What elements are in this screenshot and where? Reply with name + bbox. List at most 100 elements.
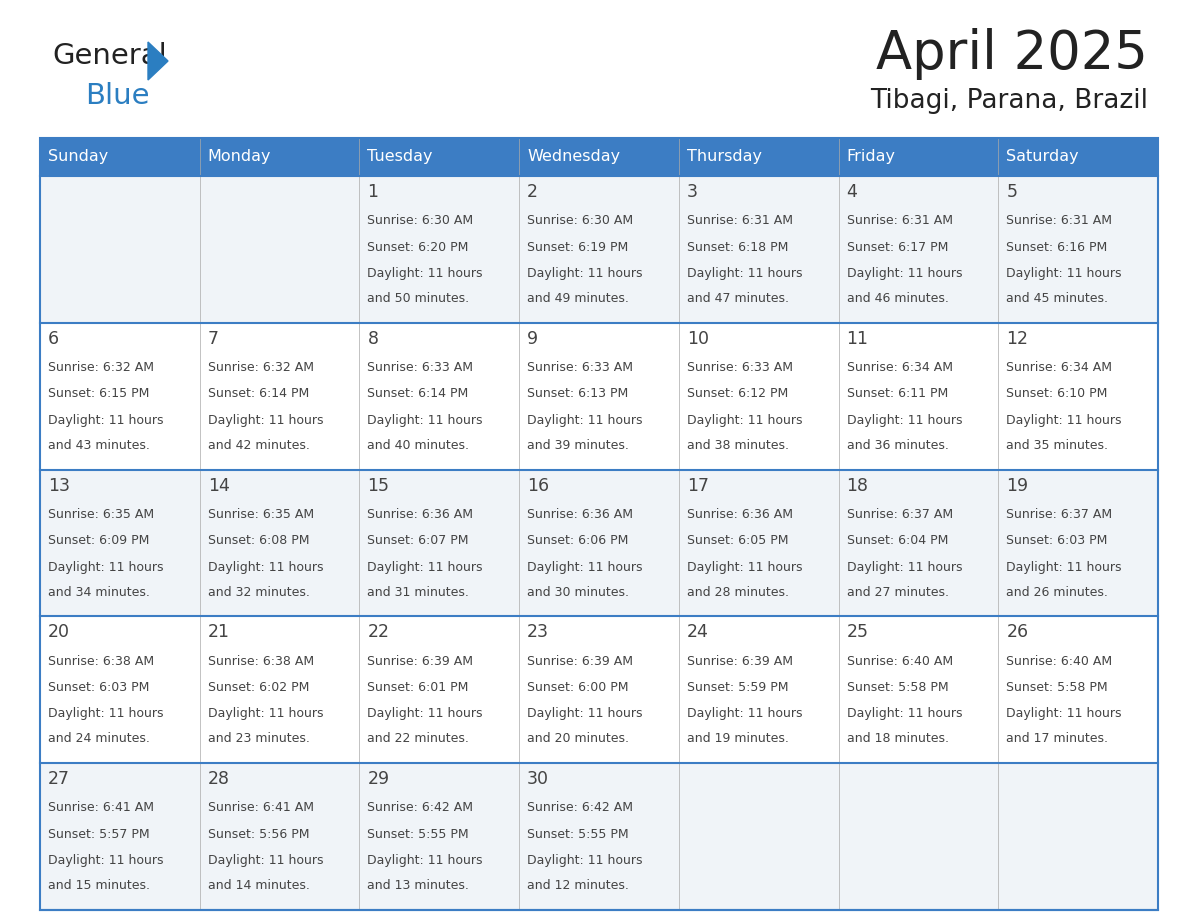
Text: and 14 minutes.: and 14 minutes. [208, 879, 310, 892]
Text: 28: 28 [208, 770, 229, 789]
Text: Sunrise: 6:42 AM: Sunrise: 6:42 AM [367, 801, 474, 814]
Text: Monday: Monday [208, 150, 271, 164]
Text: 18: 18 [847, 476, 868, 495]
Text: Sunset: 6:02 PM: Sunset: 6:02 PM [208, 681, 309, 694]
Text: Sunset: 5:58 PM: Sunset: 5:58 PM [1006, 681, 1108, 694]
Text: and 45 minutes.: and 45 minutes. [1006, 292, 1108, 305]
Text: and 35 minutes.: and 35 minutes. [1006, 439, 1108, 452]
Text: and 22 minutes.: and 22 minutes. [367, 733, 469, 745]
Text: 8: 8 [367, 330, 379, 348]
Text: Daylight: 11 hours: Daylight: 11 hours [687, 561, 802, 574]
Text: Daylight: 11 hours: Daylight: 11 hours [527, 855, 643, 868]
Text: Blue: Blue [86, 82, 150, 110]
Text: Sunset: 6:14 PM: Sunset: 6:14 PM [208, 387, 309, 400]
Text: 26: 26 [1006, 623, 1029, 642]
Text: and 31 minutes.: and 31 minutes. [367, 586, 469, 599]
Text: Sunrise: 6:37 AM: Sunrise: 6:37 AM [847, 508, 953, 521]
Text: and 28 minutes.: and 28 minutes. [687, 586, 789, 599]
Text: 25: 25 [847, 623, 868, 642]
Text: and 49 minutes.: and 49 minutes. [527, 292, 628, 305]
Text: 9: 9 [527, 330, 538, 348]
Text: and 18 minutes.: and 18 minutes. [847, 733, 948, 745]
Text: Daylight: 11 hours: Daylight: 11 hours [687, 708, 802, 721]
Text: Daylight: 11 hours: Daylight: 11 hours [208, 855, 323, 868]
Text: Friday: Friday [847, 150, 896, 164]
Text: Sunrise: 6:38 AM: Sunrise: 6:38 AM [208, 655, 314, 667]
Text: Sunset: 6:10 PM: Sunset: 6:10 PM [1006, 387, 1107, 400]
Text: Sunrise: 6:40 AM: Sunrise: 6:40 AM [1006, 655, 1112, 667]
Text: General: General [52, 42, 166, 70]
Text: 16: 16 [527, 476, 549, 495]
Text: Daylight: 11 hours: Daylight: 11 hours [208, 414, 323, 427]
Text: Sunrise: 6:34 AM: Sunrise: 6:34 AM [847, 361, 953, 374]
Text: Sunset: 6:17 PM: Sunset: 6:17 PM [847, 241, 948, 253]
Text: Sunrise: 6:39 AM: Sunrise: 6:39 AM [367, 655, 474, 667]
Text: Sunset: 5:59 PM: Sunset: 5:59 PM [687, 681, 789, 694]
Text: and 32 minutes.: and 32 minutes. [208, 586, 310, 599]
Text: Daylight: 11 hours: Daylight: 11 hours [527, 414, 643, 427]
Text: 10: 10 [687, 330, 709, 348]
Text: Sunset: 6:12 PM: Sunset: 6:12 PM [687, 387, 788, 400]
Text: Sunrise: 6:33 AM: Sunrise: 6:33 AM [687, 361, 792, 374]
Text: 7: 7 [208, 330, 219, 348]
Text: Sunset: 6:04 PM: Sunset: 6:04 PM [847, 534, 948, 547]
Text: Sunrise: 6:34 AM: Sunrise: 6:34 AM [1006, 361, 1112, 374]
Text: Sunrise: 6:33 AM: Sunrise: 6:33 AM [527, 361, 633, 374]
Text: Daylight: 11 hours: Daylight: 11 hours [527, 708, 643, 721]
Text: Daylight: 11 hours: Daylight: 11 hours [687, 267, 802, 280]
Text: and 17 minutes.: and 17 minutes. [1006, 733, 1108, 745]
Text: Daylight: 11 hours: Daylight: 11 hours [1006, 561, 1121, 574]
Text: Daylight: 11 hours: Daylight: 11 hours [527, 561, 643, 574]
Text: 21: 21 [208, 623, 229, 642]
Text: and 19 minutes.: and 19 minutes. [687, 733, 789, 745]
Text: Sunset: 5:58 PM: Sunset: 5:58 PM [847, 681, 948, 694]
Text: Sunset: 6:15 PM: Sunset: 6:15 PM [48, 387, 150, 400]
Text: and 36 minutes.: and 36 minutes. [847, 439, 948, 452]
Text: Tuesday: Tuesday [367, 150, 432, 164]
Bar [40, 138, 1158, 176]
Text: Tibagi, Parana, Brazil: Tibagi, Parana, Brazil [870, 88, 1148, 114]
Text: Sunrise: 6:41 AM: Sunrise: 6:41 AM [208, 801, 314, 814]
Text: Daylight: 11 hours: Daylight: 11 hours [847, 414, 962, 427]
Text: 5: 5 [1006, 183, 1017, 201]
Text: Sunset: 6:07 PM: Sunset: 6:07 PM [367, 534, 469, 547]
Text: Sunset: 6:19 PM: Sunset: 6:19 PM [527, 241, 628, 253]
Text: Daylight: 11 hours: Daylight: 11 hours [208, 708, 323, 721]
Text: and 26 minutes.: and 26 minutes. [1006, 586, 1108, 599]
Text: Daylight: 11 hours: Daylight: 11 hours [208, 561, 323, 574]
Text: Sunrise: 6:41 AM: Sunrise: 6:41 AM [48, 801, 154, 814]
Text: Daylight: 11 hours: Daylight: 11 hours [48, 855, 164, 868]
Text: Sunset: 6:03 PM: Sunset: 6:03 PM [48, 681, 150, 694]
Bar [40, 763, 1158, 910]
Text: 14: 14 [208, 476, 229, 495]
Text: Sunrise: 6:30 AM: Sunrise: 6:30 AM [367, 214, 474, 227]
Text: Sunrise: 6:40 AM: Sunrise: 6:40 AM [847, 655, 953, 667]
Bar [40, 176, 1158, 323]
Text: 20: 20 [48, 623, 70, 642]
Text: 27: 27 [48, 770, 70, 789]
Text: Sunset: 6:20 PM: Sunset: 6:20 PM [367, 241, 469, 253]
Text: Sunset: 5:56 PM: Sunset: 5:56 PM [208, 828, 309, 841]
Text: and 42 minutes.: and 42 minutes. [208, 439, 310, 452]
Text: and 15 minutes.: and 15 minutes. [48, 879, 150, 892]
Text: 13: 13 [48, 476, 70, 495]
Text: 15: 15 [367, 476, 390, 495]
Text: April 2025: April 2025 [876, 28, 1148, 80]
Text: and 43 minutes.: and 43 minutes. [48, 439, 150, 452]
Text: Sunset: 6:01 PM: Sunset: 6:01 PM [367, 681, 469, 694]
Text: and 24 minutes.: and 24 minutes. [48, 733, 150, 745]
Text: and 47 minutes.: and 47 minutes. [687, 292, 789, 305]
Text: and 46 minutes.: and 46 minutes. [847, 292, 948, 305]
Text: Sunset: 5:57 PM: Sunset: 5:57 PM [48, 828, 150, 841]
Text: 19: 19 [1006, 476, 1029, 495]
Text: and 38 minutes.: and 38 minutes. [687, 439, 789, 452]
Text: Thursday: Thursday [687, 150, 762, 164]
Text: Sunrise: 6:32 AM: Sunrise: 6:32 AM [208, 361, 314, 374]
Text: Daylight: 11 hours: Daylight: 11 hours [687, 414, 802, 427]
Text: 30: 30 [527, 770, 549, 789]
Text: Sunset: 6:11 PM: Sunset: 6:11 PM [847, 387, 948, 400]
Text: Sunset: 6:03 PM: Sunset: 6:03 PM [1006, 534, 1107, 547]
Text: Wednesday: Wednesday [527, 150, 620, 164]
Text: Sunrise: 6:35 AM: Sunrise: 6:35 AM [48, 508, 154, 521]
Text: Sunrise: 6:36 AM: Sunrise: 6:36 AM [367, 508, 474, 521]
